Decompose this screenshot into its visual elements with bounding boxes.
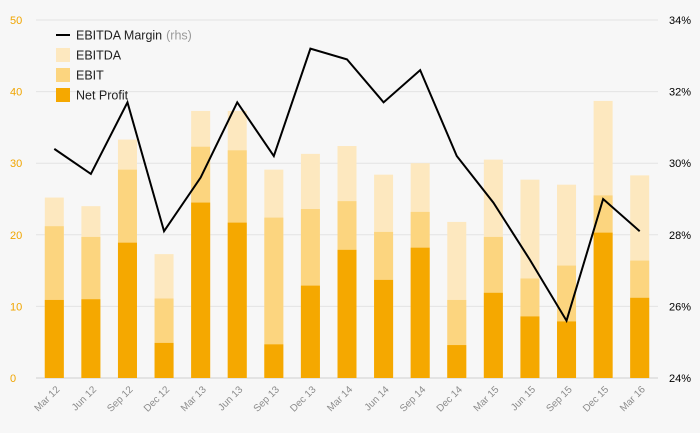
right-tick-label: 30% — [669, 158, 691, 170]
x-tick-label: Dec 12 — [142, 384, 172, 414]
bar-net-profit — [44, 299, 64, 378]
legend-label: EBIT — [76, 69, 104, 83]
bars — [44, 100, 650, 379]
legend-label-suffix: (rhs) — [166, 29, 192, 43]
bar-net-profit — [191, 202, 211, 378]
bar-net-profit — [630, 297, 650, 378]
bar-net-profit — [300, 285, 320, 378]
bar-net-profit — [227, 222, 247, 378]
bar-net-profit — [483, 292, 503, 378]
x-tick-label: Mar 16 — [618, 384, 648, 414]
x-tick-label: Jun 12 — [70, 384, 99, 413]
bar-net-profit — [81, 299, 101, 378]
right-tick-label: 28% — [669, 230, 691, 242]
x-tick-label: Sep 12 — [105, 384, 135, 414]
left-tick-label: 50 — [10, 15, 22, 27]
x-tick-label: Sep 14 — [398, 384, 428, 414]
x-tick-label: Mar 15 — [472, 384, 502, 414]
bar-net-profit — [557, 321, 577, 378]
bar-net-profit — [447, 345, 467, 378]
ebitda-margin-line — [53, 47, 641, 324]
x-tick-label: Jun 15 — [509, 384, 538, 413]
bar-net-profit — [337, 249, 357, 378]
bar-net-profit — [374, 279, 394, 378]
legend-label: EBITDA — [76, 49, 122, 63]
bar-net-profit — [593, 232, 613, 378]
legend-swatch — [56, 88, 70, 102]
legend-item: EBITDA — [56, 48, 122, 63]
bar-net-profit — [117, 242, 137, 378]
right-tick-label: 32% — [669, 87, 691, 99]
legend-item: Net Profit — [56, 88, 129, 103]
right-tick-label: 34% — [669, 15, 691, 27]
x-tick-label: Sep 13 — [252, 384, 282, 414]
bar-net-profit — [520, 316, 540, 378]
bar-net-profit — [154, 342, 174, 378]
right-axis: 24% 26% 28% 30% 32% 34% — [669, 15, 691, 385]
series-net-profit — [44, 202, 650, 378]
left-tick-label: 20 — [10, 230, 22, 242]
x-tick-label: Dec 13 — [288, 384, 318, 414]
right-tick-label: 26% — [669, 301, 691, 313]
bar-net-profit — [410, 247, 430, 378]
bar-ebit — [264, 217, 284, 378]
legend-swatch — [56, 68, 70, 82]
left-tick-label: 10 — [10, 301, 22, 313]
x-axis: Mar 12 Jun 12 Sep 12 Dec 12 Mar 13 Jun 13 Sep … — [33, 384, 649, 415]
x-tick-label: Sep 15 — [544, 384, 574, 414]
left-tick-label: 0 — [10, 373, 16, 385]
left-tick-label: 40 — [10, 87, 22, 99]
x-tick-label: Mar 12 — [33, 384, 63, 414]
legend-item: EBITDA Margin (rhs) — [56, 29, 192, 43]
margin-line-layer — [53, 47, 641, 324]
right-tick-label: 24% — [669, 373, 691, 385]
legend-label: Net Profit — [76, 89, 129, 103]
legend-label: EBITDA Margin (rhs) — [76, 29, 192, 43]
x-tick-label: Dec 14 — [435, 384, 465, 414]
x-tick-label: Jun 13 — [216, 384, 245, 413]
left-axis: 0 10 20 30 40 50 — [10, 15, 22, 385]
x-tick-label: Dec 15 — [581, 384, 611, 414]
x-tick-label: Mar 14 — [325, 384, 355, 414]
left-tick-label: 30 — [10, 158, 22, 170]
legend-swatch — [56, 48, 70, 62]
bar-net-profit — [264, 344, 284, 378]
x-tick-label: Mar 13 — [179, 384, 209, 414]
x-tick-label: Jun 14 — [363, 384, 392, 413]
legend-item: EBIT — [56, 68, 104, 83]
